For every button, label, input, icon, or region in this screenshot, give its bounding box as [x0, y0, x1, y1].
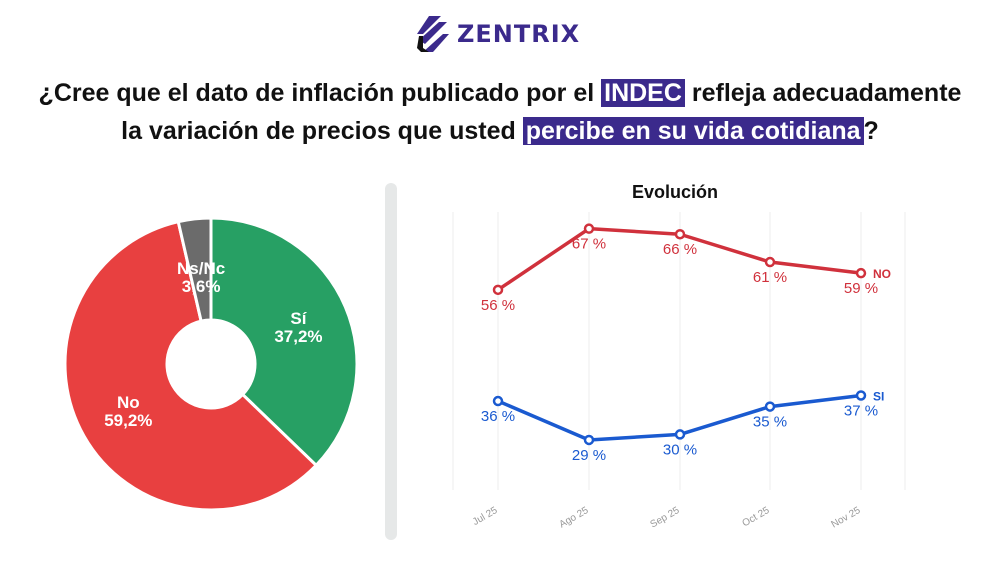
data-point [674, 228, 686, 240]
data-label: 56 % [481, 297, 515, 314]
data-label: 61 % [753, 269, 787, 286]
x-tick-label: Nov 25 [830, 505, 863, 531]
x-tick-label: Jul 25 [471, 505, 500, 528]
title-highlight: INDEC [601, 79, 685, 107]
page-title: ¿Cree que el dato de inflación publicado… [0, 74, 1000, 150]
data-point [492, 284, 504, 296]
data-point [583, 223, 595, 234]
pie-slice-no [63, 220, 318, 512]
pie-value-label: 37,2% [274, 327, 322, 346]
data-point [764, 401, 776, 412]
data-point [855, 390, 867, 401]
series-end-label: SI [873, 389, 884, 403]
pie-value-label: 3,6% [182, 277, 221, 296]
pie-slice-s [209, 216, 359, 467]
title-part: ¿Cree que el dato de inflación publicado… [38, 79, 602, 107]
brand-name: ZENTRIX [457, 20, 581, 48]
data-point [764, 256, 776, 268]
data-label: 30 % [663, 441, 697, 458]
pie-value-label: 59,2% [104, 411, 152, 430]
series-end-label: NO [873, 267, 891, 281]
data-label: 59 % [844, 280, 878, 297]
data-label: 66 % [663, 241, 697, 258]
title-highlight: percibe en su vida cotidiana [522, 117, 864, 145]
data-label: 37 % [844, 402, 878, 419]
zentrix-logo-icon [417, 16, 449, 52]
x-tick-label: Oct 25 [740, 505, 771, 529]
data-label: 29 % [572, 447, 606, 464]
title-part: la variación de precios que usted [121, 117, 523, 145]
data-label: 35 % [753, 414, 787, 431]
pie-label: Sí [290, 309, 307, 328]
brand-logo: ZENTRIX [415, 12, 580, 56]
x-tick-label: Sep 25 [649, 505, 682, 531]
divider [385, 183, 397, 540]
data-point [674, 429, 686, 440]
data-label: 67 % [572, 236, 606, 253]
data-point [855, 267, 867, 279]
x-tick-label: Ago 25 [558, 505, 591, 531]
title-part: refleja adecuadamente [684, 79, 962, 107]
pie-label: No [117, 393, 140, 412]
title-part: ? [863, 117, 879, 145]
data-point [583, 434, 595, 446]
pie-label: Ns/Nc [177, 259, 225, 278]
pie-slice-nsnc [176, 216, 213, 323]
data-label: 36 % [481, 408, 515, 425]
line-chart-title: Evolución [632, 182, 718, 202]
data-point [492, 395, 504, 407]
